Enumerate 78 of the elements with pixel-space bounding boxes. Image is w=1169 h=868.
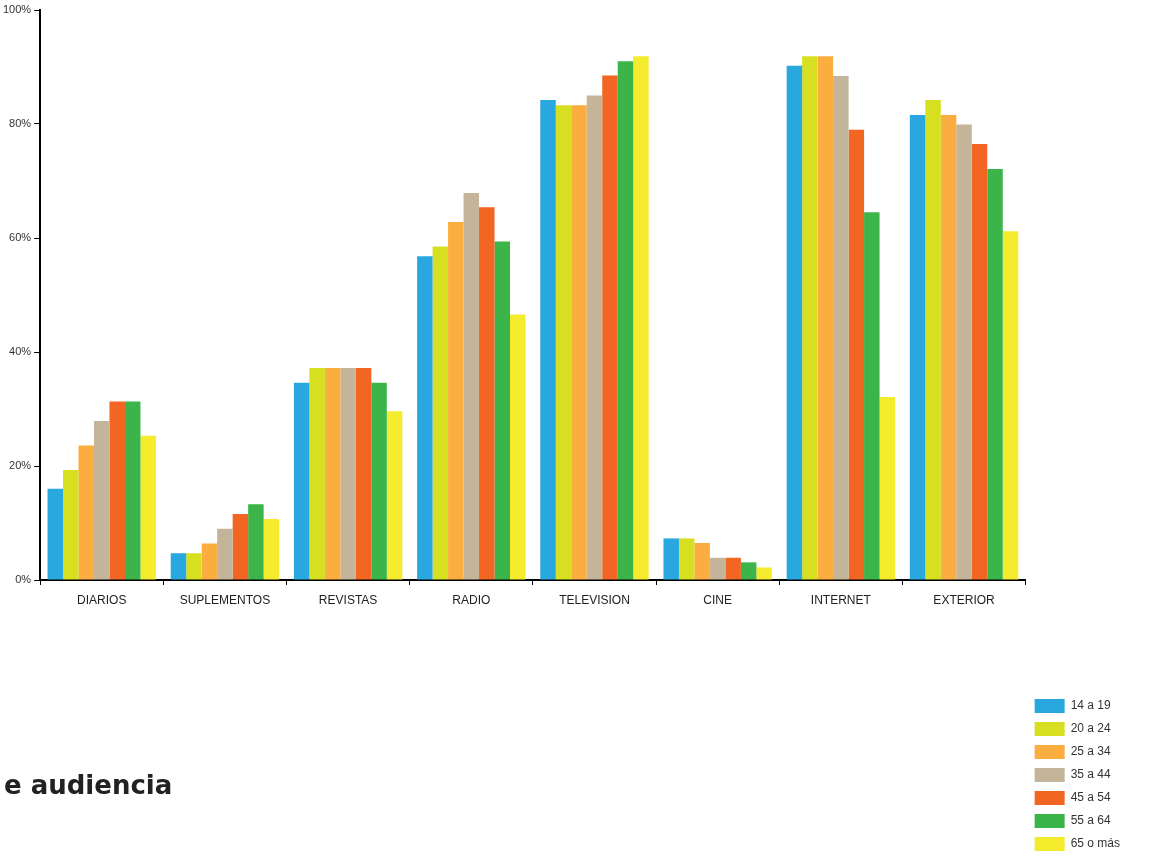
bar	[725, 557, 741, 580]
text: e audiencia	[4, 770, 173, 800]
y-tick-label: 20%	[9, 459, 32, 472]
bar	[694, 542, 710, 580]
legend-label: 35 a 44	[1070, 767, 1111, 782]
bar	[263, 519, 280, 580]
x-tick-label: TELEVISION	[559, 592, 630, 607]
bar	[309, 367, 325, 580]
bar	[802, 56, 818, 580]
bar	[63, 469, 79, 580]
bar	[987, 169, 1003, 580]
legend-label: 65 o más	[1070, 836, 1120, 851]
bar	[971, 143, 988, 580]
legend-label: 55 a 64	[1070, 813, 1111, 828]
x-tick-label: INTERNET	[810, 592, 872, 607]
bar	[602, 75, 618, 580]
bar	[833, 76, 849, 580]
bar	[324, 367, 341, 580]
bar	[232, 513, 249, 580]
legend-label: 25 a 34	[1070, 744, 1111, 759]
bar	[448, 222, 464, 580]
bar	[371, 382, 387, 580]
legend-label: 14 a 19	[1070, 698, 1111, 713]
bar	[864, 212, 880, 580]
bar	[879, 397, 896, 580]
bar	[340, 367, 356, 580]
bar	[93, 420, 110, 580]
legend-label: 20 a 24	[1070, 721, 1111, 736]
y-tick-label: 0%	[15, 573, 32, 586]
bar	[1002, 231, 1019, 580]
x-tick-label: RADIO	[452, 592, 491, 607]
bar	[756, 567, 772, 580]
y-tick-label: 80%	[9, 117, 32, 130]
bar	[140, 435, 156, 580]
bar	[124, 401, 141, 580]
bar	[78, 445, 94, 580]
bar	[633, 56, 649, 580]
bar	[586, 95, 603, 580]
bar	[432, 246, 449, 580]
bar	[417, 256, 433, 580]
x-tick-label: REVISTAS	[318, 592, 378, 607]
y-tick-label: 40%	[9, 345, 32, 358]
bar	[571, 105, 587, 580]
bar	[386, 411, 403, 580]
bar	[925, 100, 941, 580]
legend-label: 45 a 54	[1070, 790, 1111, 805]
bar	[678, 538, 695, 580]
x-tick-label: CINE	[703, 592, 733, 607]
bar	[956, 124, 972, 580]
bar	[909, 114, 926, 580]
bar	[186, 553, 202, 580]
bar	[786, 65, 803, 580]
x-tick-label: DIARIOS	[77, 592, 127, 607]
bar	[355, 367, 372, 580]
x-tick-label: EXTERIOR	[933, 592, 996, 607]
bar	[201, 543, 218, 580]
bar	[848, 129, 865, 580]
bar	[740, 562, 757, 580]
bar	[510, 314, 526, 580]
bar	[709, 557, 726, 580]
bar	[494, 241, 511, 580]
bar	[170, 553, 187, 580]
bar	[479, 207, 495, 580]
bar	[47, 488, 64, 580]
bar	[617, 61, 634, 580]
bar	[817, 56, 834, 580]
bar	[217, 528, 233, 580]
bar	[540, 100, 556, 580]
bar	[555, 105, 572, 580]
bar	[940, 114, 957, 580]
bar	[109, 401, 125, 580]
y-tick-label: 100%	[2, 3, 32, 16]
bar	[248, 504, 264, 580]
bar	[663, 538, 679, 580]
bar	[463, 192, 480, 580]
x-tick-label: SUPLEMENTOS	[179, 592, 271, 607]
y-tick-label: 60%	[9, 231, 32, 244]
bar	[293, 382, 310, 580]
